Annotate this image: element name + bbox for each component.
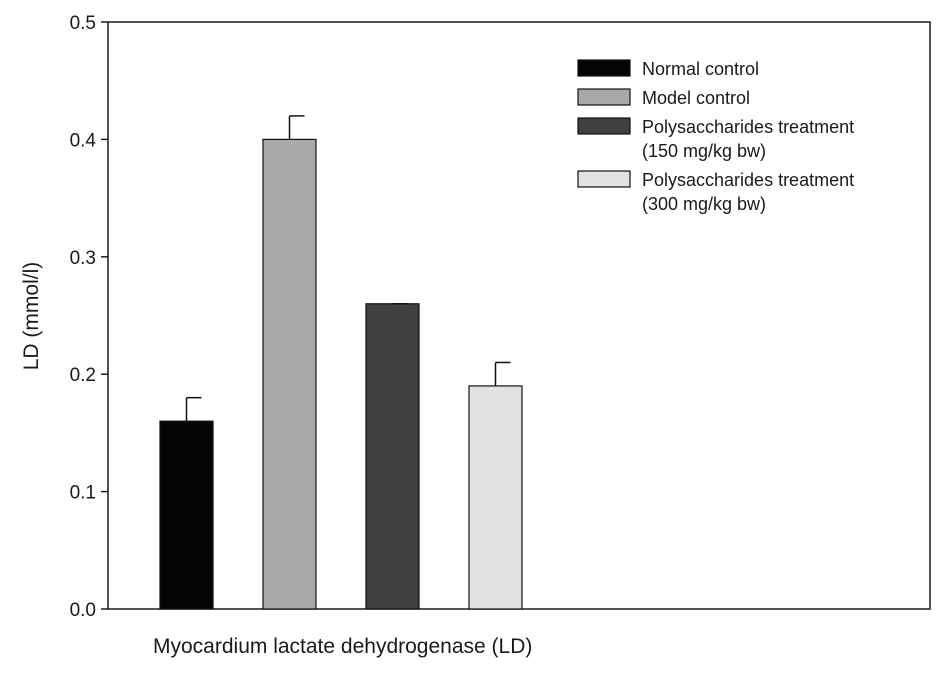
x-axis-label: Myocardium lactate dehydrogenase (LD)	[153, 635, 532, 658]
legend-label: (150 mg/kg bw)	[642, 141, 766, 161]
y-tick-label: 0.0	[70, 600, 96, 621]
y-tick-label: 0.5	[70, 13, 96, 34]
legend-label: Polysaccharides treatment	[642, 170, 854, 190]
y-tick-label: 0.2	[70, 365, 96, 386]
y-tick-label: 0.4	[70, 130, 97, 151]
legend-swatch	[577, 59, 631, 77]
legend-swatch	[577, 88, 631, 106]
legend-label: Polysaccharides treatment	[642, 117, 854, 137]
legend: Normal control Model control Polysaccharid…	[577, 59, 854, 214]
legend-swatch	[577, 117, 631, 135]
bar	[262, 138, 317, 610]
bar	[365, 303, 420, 610]
legend-label: Normal control	[642, 59, 759, 79]
y-tick-label: 0.1	[70, 483, 96, 504]
legend-swatch	[577, 170, 631, 188]
y-tick-label: 0.3	[70, 248, 96, 269]
legend-label: (300 mg/kg bw)	[642, 194, 766, 214]
bar	[468, 385, 523, 610]
bars	[159, 115, 523, 610]
y-axis-title: LD (mmol/l)	[20, 262, 43, 371]
legend-label: Model control	[642, 88, 750, 108]
bar	[159, 420, 214, 610]
